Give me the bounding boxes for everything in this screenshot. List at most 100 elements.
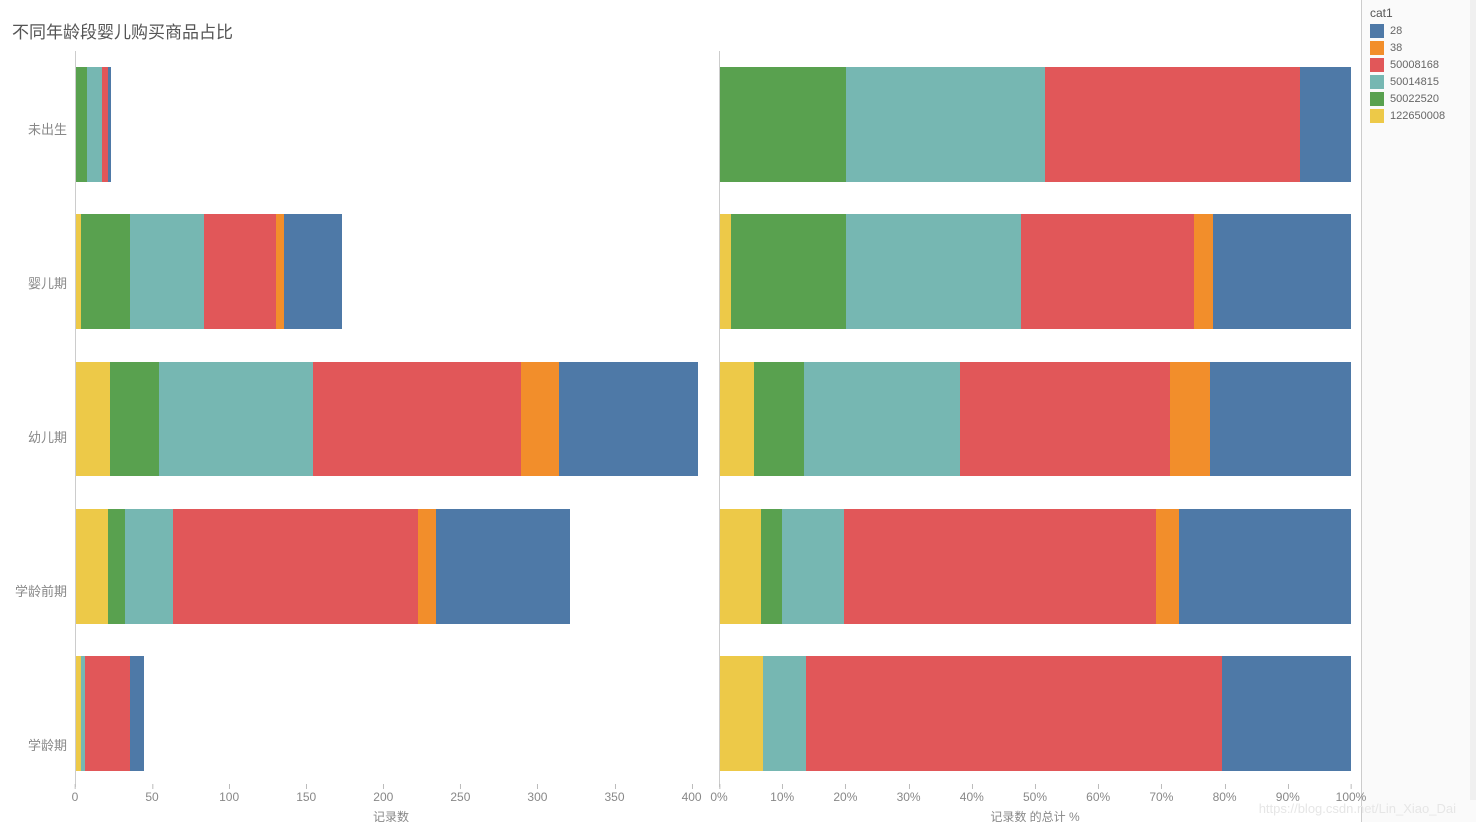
bar-wrap [720, 67, 1351, 182]
y-category-label: 学龄期 [0, 668, 75, 822]
legend-item[interactable]: 122650008 [1370, 109, 1468, 123]
bar-segment[interactable] [76, 67, 87, 182]
x-tick: 70% [1149, 790, 1173, 804]
legend-label: 50014815 [1390, 76, 1439, 88]
bar-segment[interactable] [81, 214, 130, 329]
legend-items: 28 38 50008168 50014815 50022520 122650008 [1370, 24, 1468, 123]
bar-wrap [76, 214, 707, 329]
right-x-axis: 0%10%20%30%40%50%60%70%80%90%100% 记录数 的总… [719, 787, 1351, 822]
main-area: 不同年龄段婴儿购买商品占比 未出生婴儿期幼儿期学龄前期学龄期 050100150… [0, 0, 1361, 822]
column-spacer [707, 51, 719, 822]
legend-label: 122650008 [1390, 110, 1445, 122]
x-tick: 0 [72, 790, 79, 804]
bar-row [720, 345, 1351, 492]
bar-row [76, 51, 707, 198]
bar-segment[interactable] [1213, 214, 1351, 329]
bar-segment[interactable] [754, 362, 804, 477]
bar-segment[interactable] [782, 509, 843, 624]
chart-container: 不同年龄段婴儿购买商品占比 未出生婴儿期幼儿期学龄前期学龄期 050100150… [0, 0, 1476, 822]
bar-wrap [76, 509, 707, 624]
legend-swatch [1370, 41, 1384, 55]
legend-label: 50008168 [1390, 59, 1439, 71]
left-plot [75, 51, 707, 787]
scrollbar-hint [1470, 0, 1476, 800]
bar-segment[interactable] [110, 362, 159, 477]
legend-item[interactable]: 50022520 [1370, 92, 1468, 106]
bar-segment[interactable] [204, 214, 276, 329]
legend-item[interactable]: 38 [1370, 41, 1468, 55]
bar-segment[interactable] [720, 214, 731, 329]
bar-segment[interactable] [284, 214, 342, 329]
bar-segment[interactable] [108, 509, 125, 624]
bar-wrap [76, 656, 707, 771]
legend-item[interactable]: 50008168 [1370, 58, 1468, 72]
bar-row [720, 493, 1351, 640]
y-category-label: 幼儿期 [0, 359, 75, 513]
x-tick: 90% [1276, 790, 1300, 804]
bar-segment[interactable] [804, 362, 960, 477]
legend-label: 50022520 [1390, 93, 1439, 105]
bar-segment[interactable] [720, 67, 846, 182]
legend-label: 28 [1390, 25, 1402, 37]
x-tick: 80% [1213, 790, 1237, 804]
legend-swatch [1370, 109, 1384, 123]
legend-swatch [1370, 75, 1384, 89]
y-category-label: 婴儿期 [0, 205, 75, 359]
x-tick: 400 [682, 790, 702, 804]
bar-row [76, 640, 707, 787]
bar-segment[interactable] [1194, 214, 1213, 329]
bar-segment[interactable] [159, 362, 313, 477]
bar-segment[interactable] [436, 509, 570, 624]
y-category-label: 未出生 [0, 51, 75, 205]
x-tick: 30% [897, 790, 921, 804]
bar-wrap [720, 362, 1351, 477]
bar-segment[interactable] [76, 509, 108, 624]
bar-segment[interactable] [559, 362, 698, 477]
bar-segment[interactable] [87, 67, 102, 182]
bar-segment[interactable] [130, 656, 144, 771]
bar-segment[interactable] [276, 214, 284, 329]
bar-segment[interactable] [846, 67, 1045, 182]
y-axis-labels: 未出生婴儿期幼儿期学龄前期学龄期 [0, 51, 75, 822]
bar-wrap [720, 509, 1351, 624]
bar-segment[interactable] [1021, 214, 1194, 329]
bar-segment[interactable] [76, 362, 110, 477]
bar-segment[interactable] [720, 362, 754, 477]
bar-wrap [720, 656, 1351, 771]
left-x-label: 记录数 [75, 808, 707, 822]
bar-wrap [720, 214, 1351, 329]
bar-segment[interactable] [418, 509, 436, 624]
bar-segment[interactable] [1179, 509, 1351, 624]
bar-segment[interactable] [761, 509, 782, 624]
legend-label: 38 [1390, 42, 1402, 54]
bar-segment[interactable] [130, 214, 204, 329]
bar-row [720, 640, 1351, 787]
bar-segment[interactable] [806, 656, 1222, 771]
bar-segment[interactable] [85, 656, 130, 771]
bar-segment[interactable] [846, 214, 1021, 329]
bar-segment[interactable] [1170, 362, 1210, 477]
bar-segment[interactable] [1156, 509, 1179, 624]
x-tick: 300 [527, 790, 547, 804]
bar-segment[interactable] [521, 362, 559, 477]
bar-segment[interactable] [125, 509, 173, 624]
bar-segment[interactable] [173, 509, 418, 624]
bar-segment[interactable] [1045, 67, 1301, 182]
legend-swatch [1370, 24, 1384, 38]
legend-item[interactable]: 50014815 [1370, 75, 1468, 89]
bar-segment[interactable] [313, 362, 521, 477]
bar-segment[interactable] [1300, 67, 1350, 182]
bar-segment[interactable] [960, 362, 1169, 477]
bar-row [76, 493, 707, 640]
bar-segment[interactable] [720, 509, 761, 624]
bar-segment[interactable] [731, 214, 846, 329]
bar-segment[interactable] [1222, 656, 1351, 771]
bar-segment[interactable] [763, 656, 806, 771]
bar-segment[interactable] [720, 656, 763, 771]
right-plot [719, 51, 1351, 787]
bar-segment[interactable] [844, 509, 1156, 624]
legend-item[interactable]: 28 [1370, 24, 1468, 38]
bar-segment[interactable] [1210, 362, 1351, 477]
x-tick: 50% [1023, 790, 1047, 804]
bar-segment[interactable] [108, 67, 111, 182]
